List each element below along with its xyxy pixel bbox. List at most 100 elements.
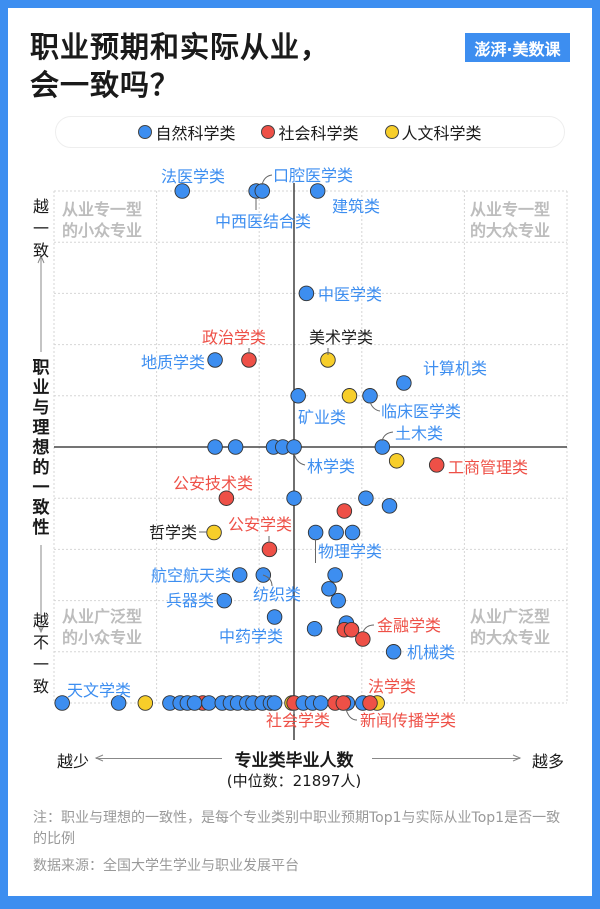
quadrant-text: 从业广泛型 [470, 607, 551, 626]
legend-dot-natural [138, 125, 153, 139]
data-point [344, 524, 361, 541]
page-title: 职业预期和实际从业， 会一致吗？ [30, 28, 330, 104]
data-point [261, 541, 278, 558]
data-point [216, 592, 233, 609]
point-label: 工商管理类 [448, 458, 528, 477]
y-axis-arrowhead-up [37, 254, 45, 264]
legend-label: 人文科学类 [401, 124, 482, 143]
point-label: 社会学类 [266, 711, 330, 730]
point-label: 临床医学类 [381, 402, 461, 421]
point-label: 哲学类 [149, 523, 197, 542]
data-point [362, 695, 378, 711]
data-point [428, 457, 445, 473]
data-point [54, 695, 70, 711]
data-point [336, 503, 353, 519]
data-point [227, 439, 244, 455]
legend-item-natural: 自然科学类 [138, 120, 235, 144]
point-label: 公安学类 [228, 515, 292, 534]
y-axis-bottom-text: 越不一致 [32, 611, 49, 696]
quadrant-text: 从业广泛型 [62, 607, 143, 626]
quadrant-bottom-left: 从业广泛型 的小众专业 [62, 606, 142, 648]
data-point [307, 524, 324, 541]
quadrant-text: 的小众专业 [62, 628, 143, 647]
point-label: 中西医结合类 [215, 212, 311, 231]
data-source: 数据来源：全国大学生学业与职业发展平台 [33, 858, 299, 874]
x-axis: 越少 专业类毕业人数 (中位数：21897人) 越多 [0, 744, 600, 794]
legend-dot-humanities [384, 125, 399, 139]
point-label: 法医学类 [161, 167, 225, 186]
point-label: 金融学类 [377, 616, 441, 635]
data-point [298, 285, 315, 302]
x-axis-title: 专业类毕业人数 [234, 751, 354, 771]
label-leader-line [262, 574, 273, 587]
y-axis-title: 职业与理想的一致性 [30, 358, 52, 538]
data-point [388, 453, 405, 469]
data-point [231, 567, 248, 583]
point-label: 物理学类 [318, 542, 382, 561]
quadrant-text: 的大众专业 [470, 221, 551, 240]
point-label: 建筑类 [332, 197, 380, 216]
data-point [330, 592, 346, 609]
data-point [266, 695, 283, 711]
quadrant-bottom-right: 从业广泛型 的大众专业 [470, 606, 550, 648]
quadrant-text: 从业专一型 [62, 200, 143, 219]
data-point [241, 352, 257, 368]
data-point [306, 621, 323, 637]
x-axis-arrowhead-right [512, 754, 522, 762]
data-point [137, 695, 154, 711]
quadrant-text: 的大众专业 [470, 628, 551, 647]
y-axis-top-text: 越一致 [32, 197, 49, 260]
data-point [341, 388, 358, 404]
point-label: 机械类 [407, 643, 455, 662]
data-point [218, 490, 235, 506]
data-point [254, 183, 271, 199]
y-axis-title-text: 职业与理想的一致性 [32, 358, 50, 538]
point-label: 兵器类 [166, 591, 214, 610]
quadrant-top-left: 从业专一型 的小众专业 [62, 199, 142, 241]
title-line-2: 会一致吗？ [30, 68, 181, 102]
data-point [362, 388, 378, 404]
point-label: 政治学类 [202, 328, 266, 347]
data-point [201, 695, 217, 711]
data-point [355, 631, 371, 647]
x-axis-median: (中位数：21897人) [226, 772, 362, 790]
quadrant-text: 的小众专业 [62, 221, 143, 240]
data-point [286, 439, 302, 455]
point-label: 土木类 [395, 424, 443, 443]
legend-label: 自然科学类 [155, 124, 236, 143]
x-axis-right-label: 越多 [532, 752, 565, 771]
y-axis-arrowhead-down [37, 624, 45, 634]
title-line-1: 职业预期和实际从业， [30, 30, 331, 64]
data-point [286, 490, 302, 506]
point-label: 计算机类 [423, 359, 487, 378]
x-axis-arrow-right [372, 758, 520, 759]
legend-item-humanities: 人文科学类 [384, 120, 482, 144]
brand-logo: 澎湃·美数课 [465, 33, 570, 62]
data-point [207, 439, 223, 455]
data-point [174, 183, 190, 199]
point-label: 法学类 [368, 677, 416, 696]
data-point [385, 644, 402, 660]
data-point [335, 695, 352, 711]
legend-item-social: 社会科学类 [261, 120, 359, 144]
data-point [328, 524, 344, 541]
data-point [207, 352, 223, 368]
data-point [290, 388, 306, 404]
x-axis-left-label: 越少 [57, 752, 90, 771]
label-leader-line [293, 452, 306, 466]
label-leader-line [369, 401, 381, 412]
chart-legend: 自然科学类 社会科学类 人文科学类 [55, 116, 565, 148]
data-point [381, 498, 398, 514]
point-label: 天文学类 [67, 681, 131, 700]
legend-dot-social [261, 125, 276, 139]
y-axis-bottom-label: 越不一致 [30, 610, 52, 698]
footnote: 注：职业与理想的一致性，是每个专业类别中职业预期Top1与实际从业Top1是否一… [33, 810, 561, 847]
quadrant-top-right: 从业专一型 的大众专业 [470, 199, 550, 241]
legend-label: 社会科学类 [278, 124, 359, 143]
point-label: 新闻传播学类 [360, 711, 456, 730]
label-leader-line [261, 174, 273, 186]
point-label: 美术学类 [309, 328, 373, 347]
data-point [186, 695, 203, 711]
quadrant-text: 从业专一型 [470, 200, 551, 219]
